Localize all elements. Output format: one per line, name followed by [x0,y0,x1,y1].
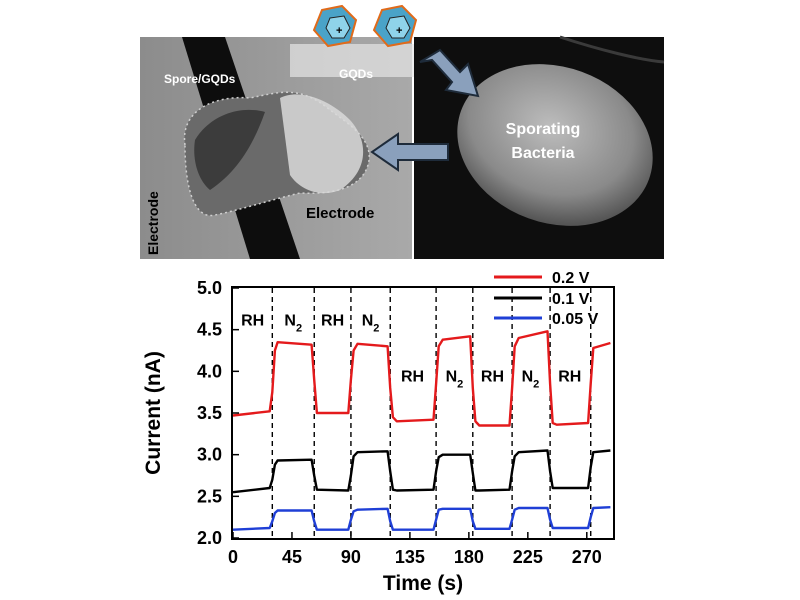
y-tick-label: 4.0 [197,361,222,381]
y-tick-label: 2.5 [197,486,222,506]
sem-right-image: Sporating Bacteria [414,35,665,259]
series-layer [232,330,611,531]
y-axis-label: Current (nA) [142,351,165,475]
electrode-vertical-label: Electrode [145,191,161,255]
spore-gqds-label: Spore/GQDs [164,72,236,86]
legend: 0.2 V 0.1 V 0.05 V [494,270,599,328]
bacterium-spore [457,64,653,226]
series-line [232,506,611,531]
svg-text:+: + [396,25,402,37]
segment-label: RH [401,368,424,385]
sem-left-image: Spore/GQDs GQDs Electrode Electrode [140,37,425,259]
x-tick-label: 0 [228,547,238,567]
segment-label: N2 [284,313,302,335]
bacteria-label: Bacteria [511,145,574,162]
current-time-chart: 0 45 90 135 180 225 270 2.02.53.03.54.04.55.0 … [142,270,615,595]
x-tick-label: 270 [572,547,602,567]
x-tick-label: 135 [395,547,425,567]
x-axis: 0 45 90 135 180 225 270 [228,532,602,567]
segment-label: RH [241,313,264,330]
x-tick-label: 180 [454,547,484,567]
segment-label: N2 [522,368,540,390]
svg-text:+: + [336,25,342,37]
legend-label: 0.05 V [552,311,599,328]
sem-panel: Spore/GQDs GQDs Electrode Electrode + + … [140,4,665,259]
arrow-right-down-icon [419,48,480,98]
x-tick-label: 45 [282,547,302,567]
sporating-label: Sporating [506,121,581,138]
legend-label: 0.2 V [552,270,590,287]
series-line [232,330,611,427]
y-tick-label: 3.0 [197,445,222,465]
y-tick-label: 5.0 [197,278,222,298]
segment-label: RH [321,313,344,330]
y-tick-label: 3.5 [197,403,222,423]
plot-frame [231,286,615,540]
gqd-molecule-icon: + [312,4,358,48]
segment-label: RH [558,368,581,385]
arrow-left-icon [370,132,449,172]
y-axis: 2.0 2.5 3.0 3.5 4.0 4.5 5.0 [197,278,239,548]
electrode-horizontal-label: Electrode [306,205,374,222]
x-axis-label: Time (s) [383,572,463,595]
legend-label: 0.1 V [552,291,590,308]
gqds-label: GQDs [339,67,373,81]
segment-label: N2 [446,368,464,390]
y-tick-label: 4.5 [197,320,222,340]
y-tick-label: 2.0 [197,528,222,548]
segment-labels: RH N2 RH N2 RH N2 RH N2 RH [241,313,581,391]
switch-lines [271,288,592,538]
x-tick-label: 225 [513,547,543,567]
gqd-molecule-icon: + [372,4,418,48]
segment-label: RH [481,368,504,385]
segment-label: N2 [362,313,380,335]
x-tick-label: 90 [341,547,361,567]
series-line [232,449,611,494]
